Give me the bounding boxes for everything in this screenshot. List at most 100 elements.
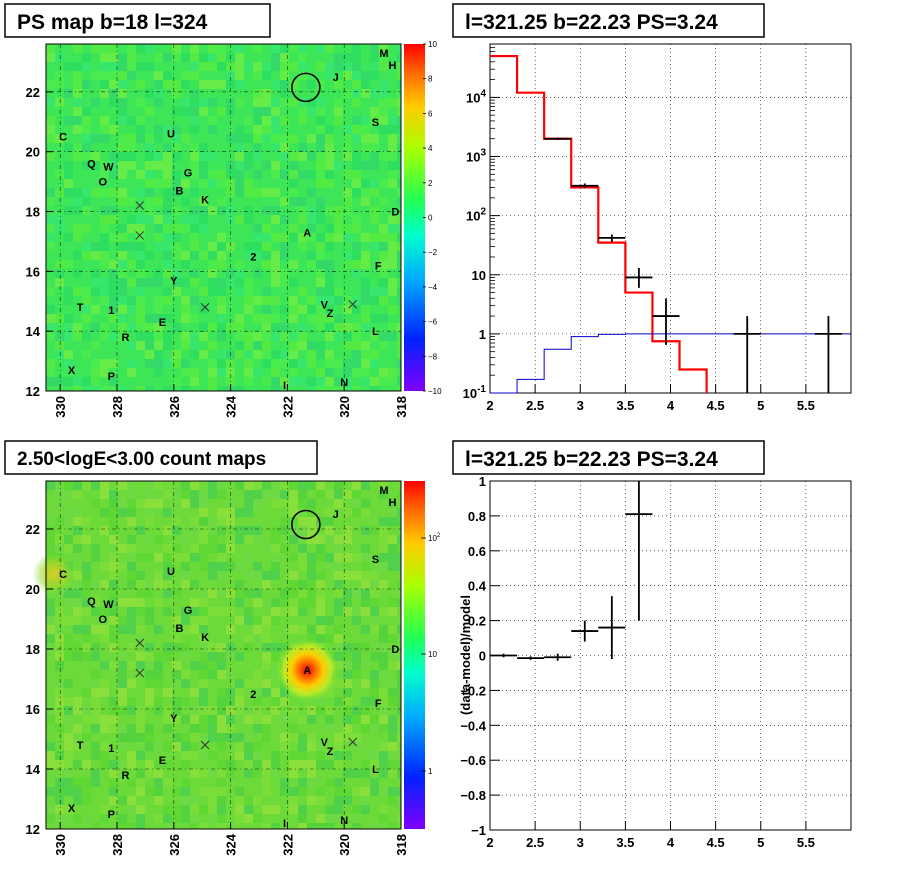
noise-cell [181, 134, 190, 143]
noise-cell [262, 125, 271, 134]
noise-cell [334, 215, 343, 224]
noise-cell [379, 314, 388, 323]
noise-cell [136, 80, 145, 89]
noise-cell [91, 278, 100, 287]
x-tick-label: 5 [757, 835, 764, 850]
noise-cell [235, 179, 244, 188]
noise-cell [163, 161, 172, 170]
noise-cell [136, 607, 145, 616]
noise-cell [127, 697, 136, 706]
noise-cell [163, 260, 172, 269]
noise-cell [253, 589, 262, 598]
noise-cell [136, 278, 145, 287]
noise-cell [271, 706, 280, 715]
noise-cell [379, 724, 388, 733]
noise-cell [145, 251, 154, 260]
noise-cell [91, 778, 100, 787]
noise-cell [199, 499, 208, 508]
noise-cell [217, 733, 226, 742]
noise-cell [118, 197, 127, 206]
noise-cell [217, 323, 226, 332]
noise-cell [289, 625, 298, 634]
noise-cell [316, 350, 325, 359]
noise-cell [397, 242, 401, 251]
noise-cell [316, 215, 325, 224]
noise-cell [118, 652, 127, 661]
x-tick-label: 324 [224, 395, 239, 417]
noise-cell [361, 179, 370, 188]
noise-cell [379, 526, 388, 535]
noise-cell [352, 62, 361, 71]
noise-cell [64, 206, 73, 215]
noise-cell [100, 278, 109, 287]
noise-cell [127, 481, 136, 490]
noise-cell [73, 814, 82, 823]
noise-cell [118, 616, 127, 625]
noise-cell [316, 314, 325, 323]
noise-cell [217, 652, 226, 661]
noise-cell [82, 332, 91, 341]
noise-cell [262, 332, 271, 341]
noise-cell [235, 598, 244, 607]
noise-cell [91, 643, 100, 652]
noise-cell [307, 341, 316, 350]
noise-cell [352, 481, 361, 490]
noise-cell [397, 107, 401, 116]
noise-cell [208, 386, 217, 391]
noise-cell [397, 359, 401, 368]
noise-cell [100, 715, 109, 724]
noise-cell [154, 598, 163, 607]
noise-cell [316, 571, 325, 580]
y-tick-label: −1 [471, 823, 486, 838]
noise-cell [145, 350, 154, 359]
noise-cell [46, 751, 55, 760]
noise-cell [262, 625, 271, 634]
noise-cell [298, 742, 307, 751]
noise-cell [181, 553, 190, 562]
noise-cell [235, 652, 244, 661]
noise-cell [145, 697, 154, 706]
noise-cell [271, 598, 280, 607]
noise-cell [253, 571, 262, 580]
noise-cell [163, 215, 172, 224]
noise-cell [217, 553, 226, 562]
noise-cell [289, 44, 298, 53]
noise-cell [370, 598, 379, 607]
noise-cell [379, 625, 388, 634]
noise-cell [109, 359, 118, 368]
noise-cell [55, 679, 64, 688]
noise-cell [397, 517, 401, 526]
noise-cell [109, 562, 118, 571]
noise-cell [109, 625, 118, 634]
noise-cell [235, 751, 244, 760]
noise-cell [289, 305, 298, 314]
noise-cell [154, 161, 163, 170]
noise-cell [73, 607, 82, 616]
noise-cell [64, 742, 73, 751]
noise-cell [271, 170, 280, 179]
noise-cell [154, 53, 163, 62]
noise-cell [118, 134, 127, 143]
noise-cell [190, 143, 199, 152]
noise-cell [91, 242, 100, 251]
noise-cell [82, 814, 91, 823]
y-tick-label: 16 [26, 702, 40, 717]
noise-cell [64, 296, 73, 305]
noise-cell [172, 517, 181, 526]
panel-ps-map: PS map b=18 l=324 MHJSC UQ WOGBKDA2FYT 1EVZ… [5, 4, 442, 418]
noise-cell [163, 553, 172, 562]
noise-cell [154, 89, 163, 98]
noise-cell [253, 314, 262, 323]
noise-cell [181, 80, 190, 89]
noise-cell [208, 269, 217, 278]
noise-cell [217, 287, 226, 296]
noise-cell [316, 553, 325, 562]
noise-cell [64, 287, 73, 296]
noise-cell [154, 134, 163, 143]
noise-cell [334, 544, 343, 553]
noise-cell [190, 481, 199, 490]
noise-cell [118, 544, 127, 553]
noise-cell [217, 368, 226, 377]
noise-cell [316, 206, 325, 215]
noise-cell [145, 170, 154, 179]
